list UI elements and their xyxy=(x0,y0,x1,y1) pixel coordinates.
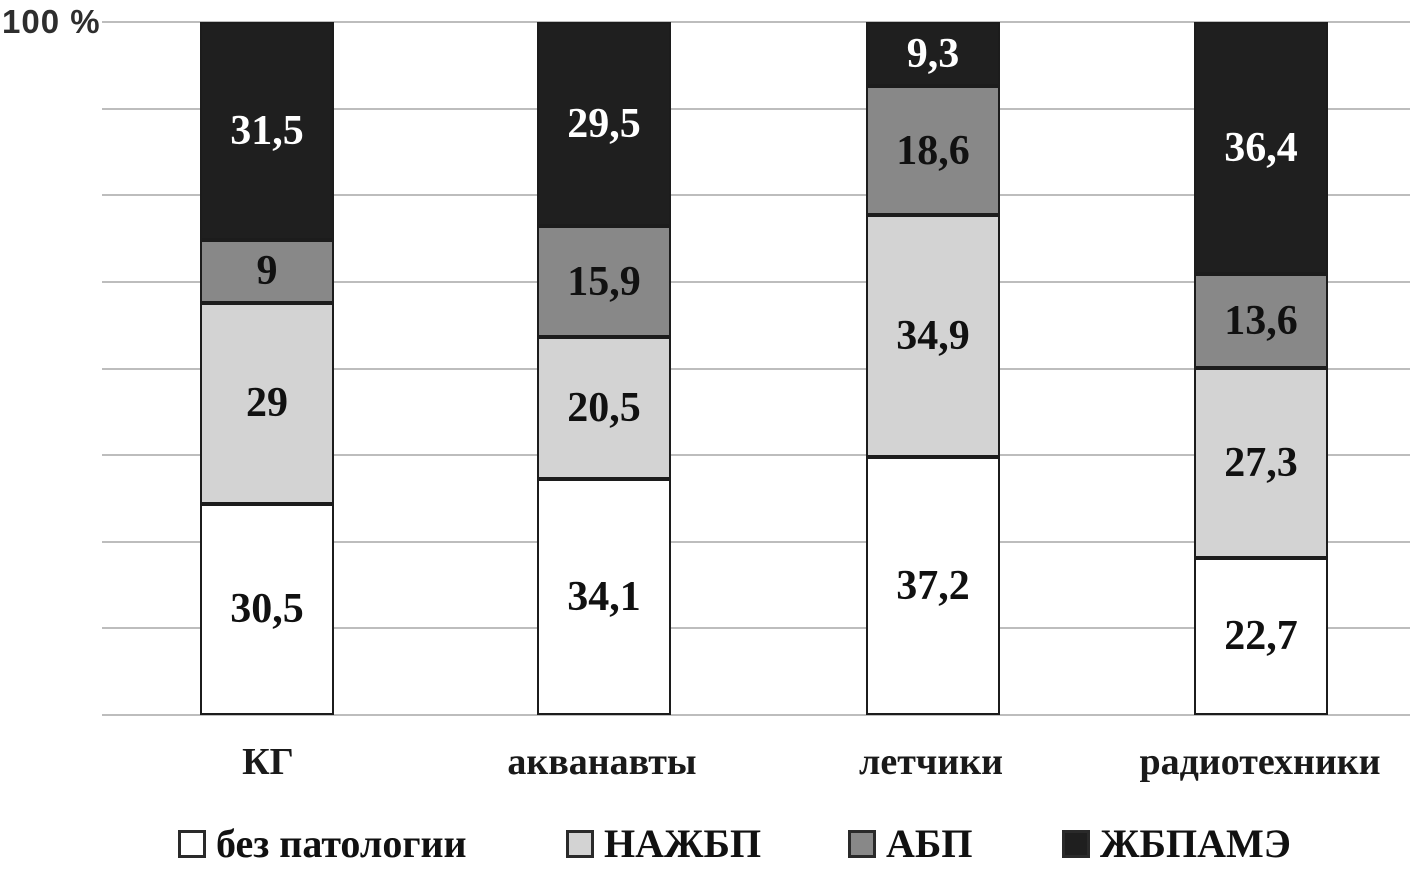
legend-swatch-НАЖБП xyxy=(566,830,594,858)
segment-без патологии-радиотехники: 22,7 xyxy=(1194,557,1328,715)
gridline xyxy=(102,194,1410,197)
gridline xyxy=(102,454,1410,457)
segment-value-label: 29 xyxy=(246,380,288,427)
segment-value-label: 34,9 xyxy=(896,313,970,360)
segment-ЖБПАМЭ-КГ: 31,5 xyxy=(200,22,334,241)
legend-label: без патологии xyxy=(216,821,467,866)
legend-swatch-АБП xyxy=(848,830,876,858)
segment-value-label: 31,5 xyxy=(230,108,304,155)
category-label-КГ: КГ xyxy=(242,741,294,783)
legend-swatch-без патологии xyxy=(178,830,206,858)
legend-item-без патологии: без патологии xyxy=(178,824,467,864)
legend-label: ЖБПАМЭ xyxy=(1100,821,1291,866)
gridline xyxy=(102,21,1410,23)
segment-АБП-КГ: 9 xyxy=(200,240,334,303)
segment-АБП-акванавты: 15,9 xyxy=(537,226,671,337)
bar-акванавты: 29,5 15,9 20,5 34,1 xyxy=(537,22,671,715)
category-label-акванавты: акванавты xyxy=(507,741,697,783)
segment-АБП-радиотехники: 13,6 xyxy=(1194,274,1328,369)
segment-value-label: 15,9 xyxy=(567,258,641,305)
bar-летчики: 9,3 18,6 34,9 37,2 xyxy=(866,22,1000,715)
category-label-летчики: летчики xyxy=(859,741,1003,783)
segment-value-label: 20,5 xyxy=(567,384,641,431)
segment-НАЖБП-радиотехники: 27,3 xyxy=(1194,368,1328,558)
legend-swatch-ЖБПАМЭ xyxy=(1062,830,1090,858)
bar-радиотехники: 36,4 13,6 27,3 22,7 xyxy=(1194,22,1328,715)
gridline xyxy=(102,107,1410,110)
plot-area: 31,5 9 29 30,5 29,5 15,9 20,5 34,1 9,3 18,6 34,9 37… xyxy=(102,21,1410,716)
segment-value-label: 9 xyxy=(256,248,278,295)
legend-item-НАЖБП: НАЖБП xyxy=(566,824,761,864)
segment-value-label: 36,4 xyxy=(1224,125,1298,172)
segment-ЖБПАМЭ-радиотехники: 36,4 xyxy=(1194,22,1328,275)
segment-value-label: 18,6 xyxy=(896,127,970,174)
segment-value-label: 34,1 xyxy=(567,573,641,620)
segment-НАЖБП-летчики: 34,9 xyxy=(866,215,1000,458)
category-label-радиотехники: радиотехники xyxy=(1139,741,1381,783)
legend-label: НАЖБП xyxy=(604,821,762,866)
segment-value-label: 27,3 xyxy=(1224,440,1298,487)
segment-value-label: 22,7 xyxy=(1224,613,1298,660)
gridline xyxy=(102,280,1410,283)
segment-value-label: 9,3 xyxy=(906,31,960,78)
segment-без патологии-акванавты: 34,1 xyxy=(537,478,671,715)
legend-item-АБП: АБП xyxy=(848,824,972,864)
segment-value-label: 29,5 xyxy=(567,101,641,148)
legend-item-ЖБПАМЭ: ЖБПАМЭ xyxy=(1062,824,1291,864)
y-axis-tick-100-percent: 100 % xyxy=(2,3,101,40)
segment-ЖБПАМЭ-летчики: 9,3 xyxy=(866,22,1000,87)
segment-value-label: 37,2 xyxy=(896,563,970,610)
segment-без патологии-летчики: 37,2 xyxy=(866,457,1000,715)
legend-label: АБП xyxy=(886,821,973,866)
segment-value-label: 30,5 xyxy=(230,586,304,633)
segment-ЖБПАМЭ-акванавты: 29,5 xyxy=(537,22,671,227)
segment-НАЖБП-акванавты: 20,5 xyxy=(537,336,671,479)
gridline xyxy=(102,714,1410,716)
segment-value-label: 13,6 xyxy=(1224,298,1298,345)
segment-АБП-летчики: 18,6 xyxy=(866,86,1000,216)
bar-КГ: 31,5 9 29 30,5 xyxy=(200,22,334,715)
gridline xyxy=(102,627,1410,630)
segment-без патологии-КГ: 30,5 xyxy=(200,503,334,715)
gridline xyxy=(102,540,1410,543)
gridline xyxy=(102,367,1410,370)
segment-НАЖБП-КГ: 29 xyxy=(200,302,334,504)
